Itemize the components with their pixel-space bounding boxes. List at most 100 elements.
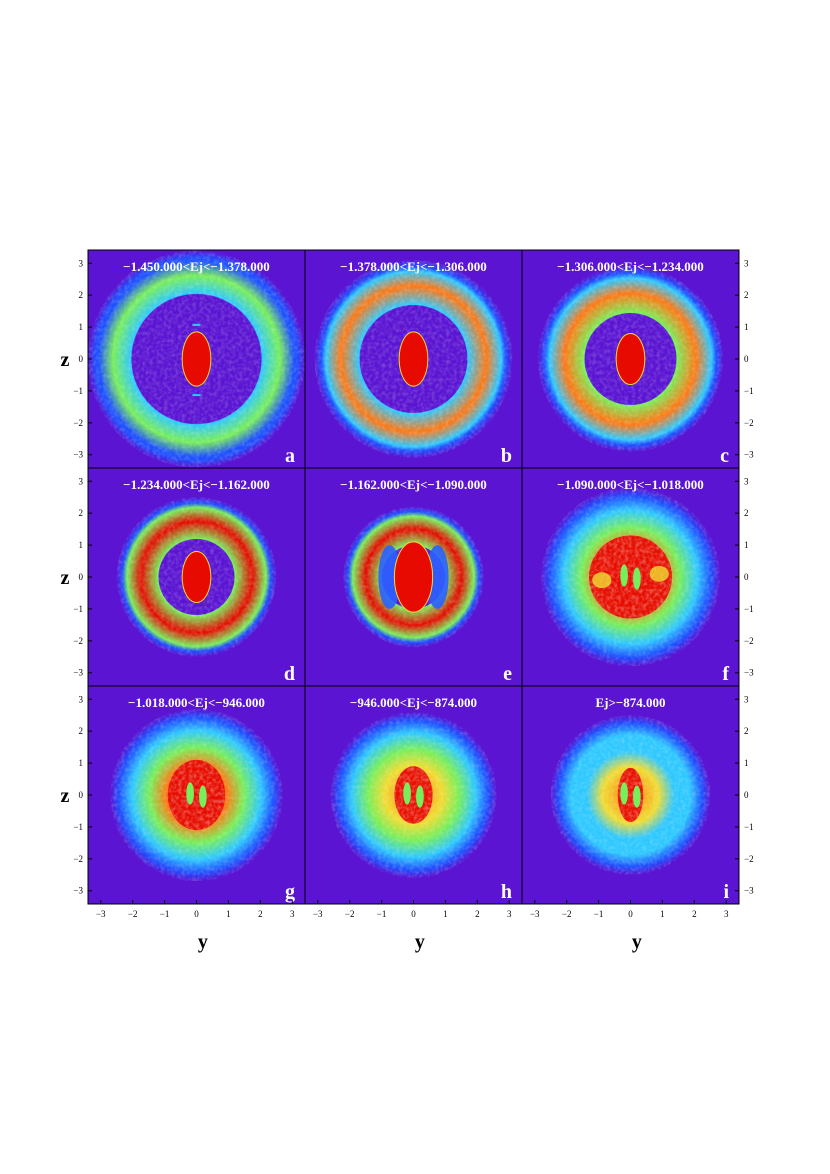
y-tick-label: −1 <box>73 604 83 614</box>
panel-letter: f <box>722 663 729 685</box>
y-tick-label: −1 <box>73 822 83 832</box>
x-tick-label: 2 <box>475 909 480 919</box>
panel-letter: e <box>503 663 512 685</box>
y-tick-label: −2 <box>744 418 754 428</box>
x-tick-label: 2 <box>692 909 697 919</box>
y-axis-label: z <box>61 567 70 589</box>
panel-title: Ej>−874.000 <box>595 695 665 710</box>
x-tick-label: 3 <box>724 909 729 919</box>
y-tick-label: −2 <box>744 636 754 646</box>
panel-i: Ej>−874.000 i <box>522 686 739 904</box>
y-tick-label: 2 <box>79 726 84 736</box>
panel-title: −1.018.000<Ej<−946.000 <box>128 695 265 710</box>
panel-c: −1.306.000<Ej<−1.234.000 c <box>522 250 739 468</box>
core-hole <box>403 782 411 805</box>
central-core <box>615 332 646 386</box>
y-tick-label: −2 <box>73 418 83 428</box>
central-core <box>181 550 212 604</box>
y-tick-label: −2 <box>744 854 754 864</box>
x-axis-label: y <box>415 931 425 953</box>
y-tick-label: 3 <box>79 476 84 486</box>
y-tick-label: −3 <box>73 450 83 460</box>
depleted-lobe <box>378 545 401 609</box>
panel-title: −946.000<Ej<−874.000 <box>350 695 477 710</box>
y-tick-label: 1 <box>744 540 749 550</box>
y-tick-label: 2 <box>744 508 749 518</box>
x-tick-label: −2 <box>128 909 138 919</box>
core-speckle <box>394 766 433 824</box>
core-marker <box>192 394 201 397</box>
core-hole <box>633 785 641 808</box>
y-tick-label: 1 <box>744 758 749 768</box>
x-tick-label: −2 <box>345 909 355 919</box>
core-hole <box>199 785 207 808</box>
y-tick-label: 0 <box>79 572 84 582</box>
y-tick-label: −3 <box>73 668 83 678</box>
x-axis-label: y <box>632 931 642 953</box>
panel-title: −1.234.000<Ej<−1.162.000 <box>123 477 270 492</box>
y-axis-label: z <box>61 349 70 371</box>
x-tick-label: −3 <box>313 909 323 919</box>
core-hole <box>416 785 424 808</box>
x-tick-label: 0 <box>411 909 416 919</box>
y-tick-label: 2 <box>744 290 749 300</box>
x-tick-label: 1 <box>226 909 231 919</box>
y-tick-label: 0 <box>744 354 749 364</box>
panel-h: −946.000<Ej<−874.000 h <box>305 686 522 904</box>
y-tick-label: −1 <box>73 386 83 396</box>
core-speckle <box>617 767 644 823</box>
y-tick-label: −2 <box>73 854 83 864</box>
y-axis-label: z <box>61 785 70 807</box>
core-hole <box>620 564 628 587</box>
y-tick-label: −1 <box>744 386 754 396</box>
y-tick-label: 1 <box>79 758 84 768</box>
x-tick-label: 1 <box>660 909 665 919</box>
panel-letter: d <box>284 663 295 685</box>
y-tick-label: −3 <box>744 668 754 678</box>
panel-title: −1.306.000<Ej<−1.234.000 <box>557 259 704 274</box>
panel-letter: c <box>720 445 729 467</box>
y-tick-label: 3 <box>79 694 84 704</box>
y-tick-label: −3 <box>744 450 754 460</box>
panel-e: −1.162.000<Ej<−1.090.000 e <box>305 468 522 686</box>
x-tick-label: −1 <box>160 909 170 919</box>
core-hole <box>633 567 641 590</box>
y-tick-label: −1 <box>744 822 754 832</box>
x-tick-label: 3 <box>290 909 295 919</box>
panel-b: −1.378.000<Ej<−1.306.000 b <box>305 250 522 468</box>
x-tick-label: −3 <box>96 909 106 919</box>
x-tick-label: 0 <box>628 909 633 919</box>
panel-letter: a <box>285 445 295 467</box>
panel-title: −1.378.000<Ej<−1.306.000 <box>340 259 487 274</box>
panel-letter: g <box>285 881 295 903</box>
panel-title: −1.090.000<Ej<−1.018.000 <box>557 477 704 492</box>
y-tick-label: 0 <box>79 354 84 364</box>
core-speckle <box>589 535 672 619</box>
panel-letter: i <box>723 881 729 903</box>
panel-title: −1.450.000<Ej<−1.378.000 <box>123 259 270 274</box>
panel-g: −1.018.000<Ej<−946.000 g <box>88 686 305 904</box>
x-tick-label: 1 <box>443 909 448 919</box>
y-tick-label: −2 <box>73 636 83 646</box>
panel-a: −1.450.000<Ej<−1.378.000 a <box>88 250 305 468</box>
core-hole <box>186 782 194 805</box>
x-tick-label: −1 <box>377 909 387 919</box>
y-tick-label: 0 <box>79 790 84 800</box>
y-tick-label: 1 <box>79 322 84 332</box>
y-tick-label: −3 <box>744 886 754 896</box>
core-speckle <box>167 759 226 831</box>
y-tick-label: −1 <box>744 604 754 614</box>
panel-letter: b <box>501 445 512 467</box>
y-tick-label: 2 <box>79 508 84 518</box>
y-tick-label: 1 <box>744 322 749 332</box>
x-tick-label: −1 <box>594 909 604 919</box>
y-tick-label: 3 <box>744 476 749 486</box>
panel-title: −1.162.000<Ej<−1.090.000 <box>340 477 487 492</box>
x-tick-label: −3 <box>530 909 540 919</box>
core-hole <box>620 782 628 805</box>
x-tick-label: 0 <box>194 909 199 919</box>
arm-gap <box>592 572 612 589</box>
panel-d: −1.234.000<Ej<−1.162.000 d <box>88 468 305 686</box>
y-tick-label: 2 <box>744 726 749 736</box>
